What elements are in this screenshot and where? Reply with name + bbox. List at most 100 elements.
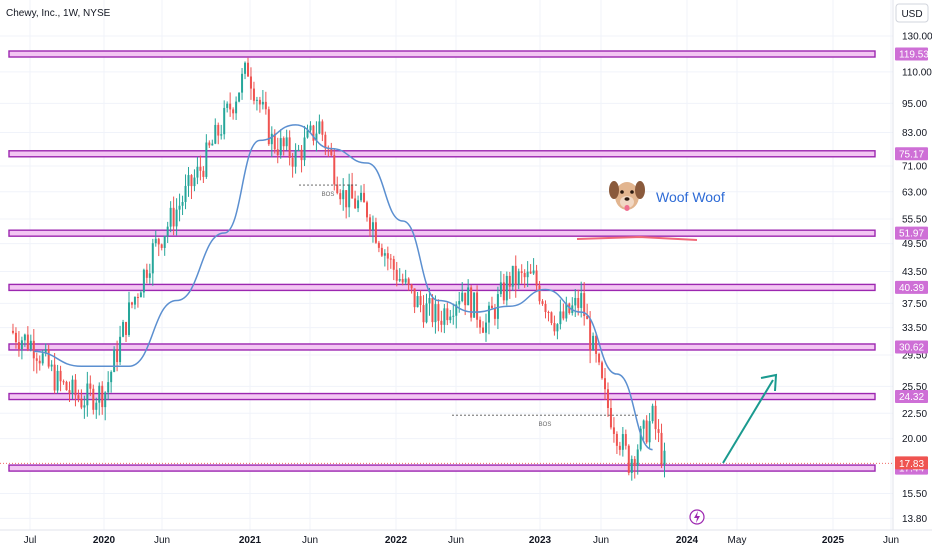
candle-body (294, 149, 297, 167)
candle-body (300, 149, 303, 161)
level-badge-label: 119.53 (899, 50, 929, 61)
sr-zone[interactable] (8, 343, 876, 351)
y-tick-label: 95.00 (902, 99, 927, 110)
chart-title: Chewy, Inc., 1W, NYSE (6, 8, 111, 19)
price-badge (895, 456, 928, 470)
candle-body (553, 323, 556, 332)
candle-body (136, 297, 139, 299)
candle-body (532, 270, 535, 274)
candle-body (205, 142, 208, 177)
candle-body (71, 379, 74, 394)
candle-body (122, 322, 125, 337)
candle-body (315, 133, 318, 141)
price-badge-label: 17.83 (899, 459, 924, 470)
level-badge-label: 40.39 (899, 283, 924, 294)
candle-body (142, 269, 145, 293)
candle-body (550, 312, 553, 324)
sr-zone[interactable] (8, 392, 876, 401)
candle-body (380, 247, 383, 256)
candle-body (214, 124, 217, 144)
level-badge (895, 47, 928, 61)
sr-zone[interactable] (8, 283, 876, 292)
candle-body (470, 287, 473, 318)
candle-body (618, 445, 621, 450)
candle-body (374, 222, 377, 243)
candle-body (17, 342, 20, 350)
candle-body (65, 381, 68, 391)
candle-body (270, 133, 273, 145)
dog-emoji-icon (609, 181, 645, 211)
candle-body (160, 244, 163, 248)
candle-body (580, 293, 583, 308)
candle-body (577, 297, 580, 308)
candle-body (148, 273, 151, 278)
candle-body (333, 155, 336, 185)
candle-body (615, 433, 618, 446)
x-tick-label: 2021 (239, 535, 262, 546)
sr-zone[interactable] (8, 150, 876, 158)
candle-body (505, 275, 508, 301)
arrow-head-icon (760, 373, 778, 392)
candle-body (586, 316, 589, 320)
candle-body (627, 445, 630, 473)
y-tick-label: 130.00 (902, 31, 932, 42)
candle-body (437, 304, 440, 321)
x-tick-label: 2020 (93, 535, 116, 546)
level-badge-label: 24.32 (899, 392, 924, 403)
candle-body (467, 287, 470, 306)
candle-body (651, 405, 654, 422)
sr-zone[interactable] (8, 464, 876, 472)
candle-body (139, 292, 142, 298)
candle-body (151, 243, 154, 274)
candle-body (26, 334, 29, 350)
candle-body (89, 383, 92, 389)
candle-body (32, 340, 35, 359)
candle-body (86, 383, 89, 406)
candle-body (389, 258, 392, 260)
sr-zone[interactable] (8, 229, 876, 237)
y-tick-label: 22.50 (902, 409, 927, 420)
candle-body (440, 320, 443, 325)
level-badge (895, 147, 928, 161)
candle-body (428, 297, 431, 304)
candle-body (621, 434, 624, 450)
candle-body (247, 62, 249, 77)
y-tick-label: 29.50 (902, 351, 927, 362)
sr-zone[interactable] (8, 50, 876, 58)
candle-body (20, 340, 23, 350)
candle-body (592, 335, 595, 351)
candle-body (538, 285, 541, 302)
candle-body (514, 265, 517, 285)
candle-body (104, 392, 107, 408)
flash-icon[interactable] (689, 509, 705, 525)
y-tick-label: 43.50 (902, 267, 927, 278)
y-tick-label: 55.50 (902, 215, 927, 226)
candle-body (363, 192, 366, 203)
candle-body (645, 420, 648, 443)
candle-body (226, 103, 229, 108)
candle-body (288, 137, 291, 158)
candle-body (395, 269, 398, 281)
candle-body (59, 370, 62, 382)
candle-body (508, 275, 511, 287)
candle-body (339, 193, 342, 200)
candle-body (223, 107, 226, 135)
level-badge-label: 30.62 (899, 342, 924, 353)
candle-body (175, 209, 178, 227)
candle-body (154, 238, 157, 244)
candle-body (53, 364, 56, 391)
candle-body (565, 303, 568, 319)
x-tick-label: 2022 (385, 535, 408, 546)
candle-body (604, 378, 606, 390)
candle-body (211, 143, 214, 146)
candle-body (434, 304, 437, 323)
candle-body (458, 301, 461, 305)
candle-body (98, 385, 101, 403)
currency-label[interactable]: USD (901, 9, 922, 20)
y-tick-label: 83.00 (902, 128, 927, 139)
candle-body (574, 297, 577, 306)
candle-body (345, 190, 348, 208)
candle-body (416, 296, 419, 308)
candle-body (487, 305, 490, 323)
